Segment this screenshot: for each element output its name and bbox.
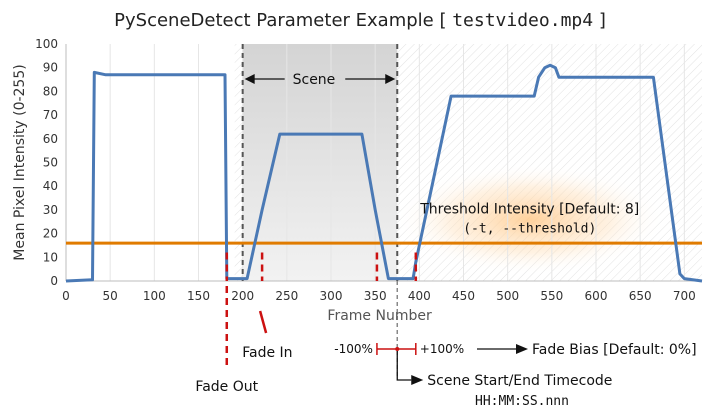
- x-tick-label: 300: [320, 289, 343, 303]
- x-tick-label: 550: [540, 289, 563, 303]
- y-tick-label: 60: [43, 132, 58, 146]
- fade-bias-indicator: [376, 343, 417, 355]
- fade-bias-arrowhead: [516, 344, 528, 354]
- y-tick-label: 100: [35, 37, 58, 51]
- y-tick-label: 90: [43, 61, 58, 75]
- x-tick-label: 700: [673, 289, 696, 303]
- x-tick-label: 0: [62, 289, 70, 303]
- fade-markers: [225, 252, 418, 370]
- timecode-label: Scene Start/End Timecode: [427, 373, 612, 389]
- y-axis-title: Mean Pixel Intensity (0-255): [12, 64, 28, 260]
- x-ticks: 0 50 100 150 200 250 300 350 400 450 500 550 600 650 7…: [62, 289, 696, 303]
- y-tick-label: 70: [43, 108, 58, 122]
- chart-title-file: testvideo.mp4: [452, 10, 593, 31]
- scene-label: Scene: [293, 72, 336, 88]
- x-tick-label: 200: [231, 289, 254, 303]
- fade-in-marker: [258, 310, 268, 334]
- x-tick-label: 600: [585, 289, 608, 303]
- fade-in-label: Fade In: [242, 345, 292, 361]
- axes: [65, 44, 702, 282]
- y-tick-label: 50: [43, 156, 58, 170]
- hatch-region-left: [234, 44, 243, 281]
- y-tick-label: 10: [43, 250, 58, 264]
- y-tick-label: 0: [50, 274, 58, 288]
- fade-out-label: Fade Out: [195, 379, 258, 395]
- x-tick-label: 450: [452, 289, 475, 303]
- y-tick-label: 30: [43, 203, 58, 217]
- x-tick-label: 350: [364, 289, 387, 303]
- y-tick-label: 40: [43, 179, 58, 193]
- threshold-option: (-t, --threshold): [463, 221, 596, 236]
- x-tick-label: 150: [187, 289, 210, 303]
- x-tick-label: 100: [143, 289, 166, 303]
- y-tick-label: 80: [43, 84, 58, 98]
- fade-bias-label: Fade Bias [Default: 0%]: [532, 342, 697, 358]
- scene-span-arrow: [244, 74, 396, 84]
- threshold-label-glow: [394, 164, 665, 275]
- y-tick-label: 20: [43, 227, 58, 241]
- timecode-arrowhead: [411, 375, 424, 385]
- series-line: [65, 63, 703, 283]
- x-tick-label: 650: [629, 289, 652, 303]
- fade-bias-positive: +100%: [420, 342, 464, 356]
- scene-region: [242, 44, 398, 281]
- timecode-connector: [396, 351, 412, 381]
- fade-bias-negative: -100%: [334, 342, 373, 356]
- x-tick-label: 400: [408, 289, 431, 303]
- threshold-label: Threshold Intensity [Default: 8]: [419, 201, 639, 217]
- x-tick-label: 50: [103, 289, 118, 303]
- timecode-format: HH:MM:SS.nnn: [475, 394, 569, 409]
- chart-title: PySceneDetect Parameter Example [ testvi…: [114, 10, 606, 31]
- x-axis-title: Frame Number: [327, 308, 432, 324]
- x-tick-label: 500: [496, 289, 519, 303]
- y-ticks: 0 10 20 30 40 50 60 70 80 90 100: [35, 37, 58, 288]
- x-tick-label: 250: [275, 289, 298, 303]
